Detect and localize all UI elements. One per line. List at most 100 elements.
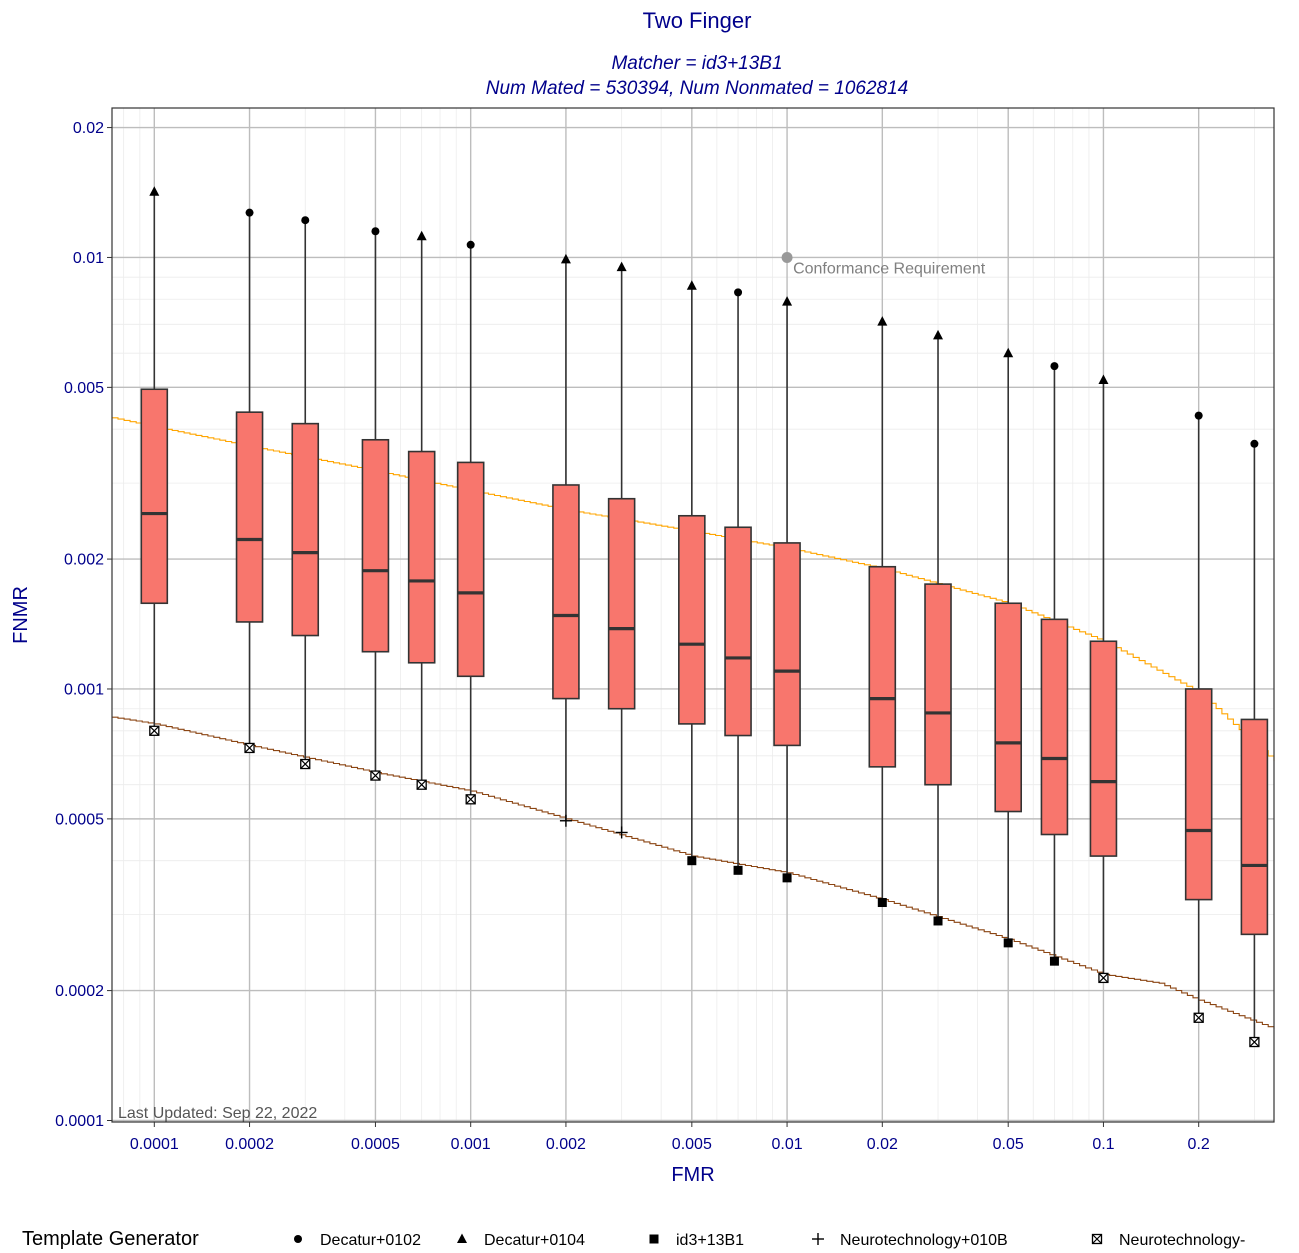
min-marker [877, 898, 887, 908]
triangle-marker-shape [877, 316, 888, 326]
circle-marker-shape [1250, 439, 1259, 448]
boxplot-fmr-0.001 [456, 240, 485, 805]
boxplot-fmr-0.007 [724, 288, 752, 875]
min-marker [300, 758, 311, 770]
max-marker [782, 296, 793, 306]
y-tick-label: 0.0002 [55, 983, 104, 1000]
boxplot-fmr-0.0002 [235, 208, 264, 754]
legend-item: id3+13B1 [649, 1232, 744, 1249]
x-tick-label: 0.001 [451, 1136, 491, 1153]
legend-label: Neurotechnology- [1119, 1232, 1245, 1249]
max-marker [466, 240, 475, 249]
max-marker [1194, 411, 1203, 420]
boxcross-marker-diag-2 [300, 759, 311, 769]
min-marker [416, 779, 427, 790]
max-marker [1003, 347, 1014, 358]
max-marker [1098, 374, 1109, 385]
boxplot-fmr-0.07 [1040, 362, 1069, 966]
boxcross-marker-diag-2 [465, 794, 476, 805]
y-axis-title: FNMR [10, 586, 32, 644]
y-axis: 0.0001 0.0002 0.0005 0.001 0.002 0.005 0.01 0.0… [55, 120, 112, 1130]
triangle-marker-shape [1003, 347, 1014, 358]
circle-marker-shape [371, 227, 380, 236]
min-marker [1098, 972, 1109, 984]
conformance-point [781, 251, 793, 263]
min-marker [1193, 1012, 1204, 1023]
square-marker-shape [1049, 956, 1059, 966]
boxcross-marker-diag-2 [149, 725, 160, 736]
min-marker [370, 770, 381, 781]
x-tick-label: 0.02 [867, 1136, 898, 1153]
box [235, 411, 264, 623]
box [994, 602, 1023, 813]
last-updated-note: Last Updated: Sep 22, 2022 [118, 1105, 317, 1122]
chart-title: Two Finger [643, 8, 752, 33]
boxcross-marker-diag-2 [244, 743, 255, 753]
chart-subtitle-line-2: Num Mated = 530394, Num Nonmated = 10628… [486, 78, 909, 99]
legend-label: Decatur+0102 [320, 1232, 421, 1249]
x-tick-label: 0.0005 [351, 1136, 400, 1153]
boxplot-fmr-0.003 [607, 261, 636, 839]
box [361, 438, 390, 653]
legend-label: Decatur+0104 [484, 1232, 585, 1249]
legend-key-triangle [457, 1233, 467, 1243]
boxplot-fmr-0.0007 [407, 230, 436, 790]
x-tick-label: 0.1 [1092, 1136, 1114, 1153]
legend-key-square [649, 1234, 659, 1244]
min-marker [465, 794, 476, 805]
triangle-marker-shape [933, 329, 944, 340]
triangle-marker-shape [1098, 374, 1109, 385]
boxcross-marker-diag-2 [1193, 1012, 1204, 1023]
circle-marker-shape [1194, 411, 1203, 420]
x-tick-label: 0.01 [771, 1136, 802, 1153]
chart-subtitle-line-1: Matcher = id3+13B1 [611, 53, 782, 74]
y-tick-label: 0.02 [73, 120, 104, 137]
min-marker [933, 916, 943, 926]
boxcross-marker-diag-2 [1249, 1037, 1260, 1047]
box [291, 422, 320, 637]
square-marker-shape [687, 856, 697, 866]
circle-marker-shape [734, 288, 743, 297]
boxplot-fmr-0.0001 [140, 186, 169, 736]
boxplot-fmr-0.05 [994, 347, 1023, 948]
triangle-marker-shape [686, 280, 697, 290]
box [552, 484, 580, 700]
x-tick-label: 0.002 [546, 1136, 586, 1153]
max-marker [371, 227, 380, 236]
boxcross-marker-diag-2 [1098, 972, 1109, 983]
legend-title: Template Generator [22, 1228, 199, 1250]
boxplot-fmr-0.005 [678, 280, 706, 866]
box [1089, 640, 1118, 857]
triangle-marker-shape [782, 296, 793, 306]
x-tick-label: 0.0002 [225, 1136, 274, 1153]
box [724, 526, 752, 737]
circle-marker-shape [294, 1235, 302, 1243]
min-marker [149, 725, 160, 736]
triangle-marker-shape [149, 186, 160, 196]
box [407, 450, 436, 664]
min-marker [1049, 956, 1059, 966]
box [678, 514, 706, 725]
legend-label: id3+13B1 [676, 1232, 744, 1249]
min-marker [687, 856, 697, 866]
box [773, 542, 801, 747]
max-marker [1050, 362, 1059, 371]
boxplot-fmr-0.02 [868, 316, 897, 908]
triangle-marker-shape [416, 230, 427, 241]
circle-marker-shape [1050, 362, 1059, 371]
box [607, 497, 636, 710]
min-marker [782, 873, 792, 883]
legend-item: Decatur+0104 [457, 1232, 585, 1249]
min-marker [733, 865, 743, 875]
box [456, 461, 485, 678]
triangle-marker-shape [616, 261, 627, 272]
min-marker [1003, 938, 1013, 948]
boxplot-fmr-0.3 [1240, 439, 1269, 1048]
boxcross-marker-diag-2 [1092, 1234, 1102, 1244]
box [1240, 718, 1269, 936]
x-tick-label: 0.2 [1188, 1136, 1210, 1153]
square-marker-shape [877, 898, 887, 908]
boxplot-fmr-0.1 [1089, 374, 1118, 984]
box [1040, 618, 1069, 836]
max-marker [301, 216, 310, 225]
